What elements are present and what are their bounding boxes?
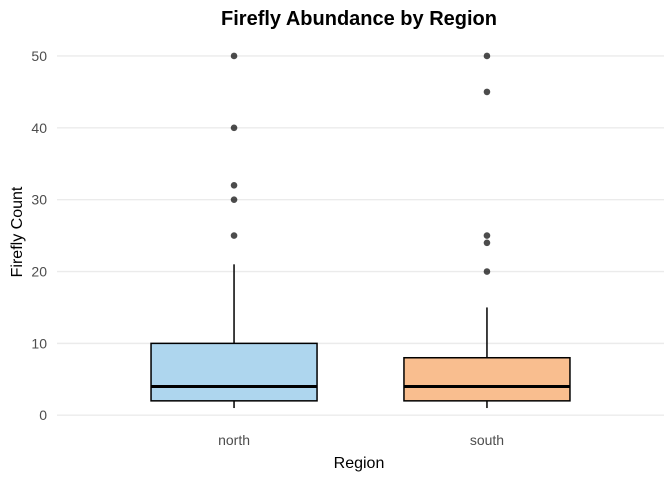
y-tick-label: 10 xyxy=(31,335,47,351)
x-tick-label: south xyxy=(470,432,504,448)
chart-title: Firefly Abundance by Region xyxy=(221,8,497,30)
y-axis-title: Firefly Count xyxy=(9,186,26,277)
outlier-point xyxy=(230,196,238,203)
outlier-point xyxy=(230,52,238,60)
iqr-box xyxy=(150,342,318,402)
x-tick-label: north xyxy=(218,432,250,448)
x-axis-title: Region xyxy=(334,455,385,472)
outlier-point xyxy=(230,232,238,239)
box-south xyxy=(403,52,571,409)
outlier-point xyxy=(483,268,491,275)
y-tick-label: 40 xyxy=(31,120,47,136)
box-layer xyxy=(150,52,571,409)
outlier-point xyxy=(483,88,491,96)
iqr-box xyxy=(403,356,571,402)
y-tick-label: 0 xyxy=(39,407,47,423)
outlier-point xyxy=(483,239,491,247)
box-north xyxy=(150,52,318,409)
grid-lines xyxy=(57,55,664,416)
outlier-point xyxy=(230,124,238,132)
y-tick-label: 50 xyxy=(31,48,47,64)
x-axis-ticks: north south xyxy=(218,432,504,448)
y-axis-ticks: 0 10 20 30 40 50 xyxy=(31,48,47,423)
outlier-point xyxy=(483,52,491,60)
outlier-point xyxy=(483,232,491,239)
y-tick-label: 30 xyxy=(31,192,47,208)
y-tick-label: 20 xyxy=(31,264,47,280)
outlier-point xyxy=(230,181,238,189)
